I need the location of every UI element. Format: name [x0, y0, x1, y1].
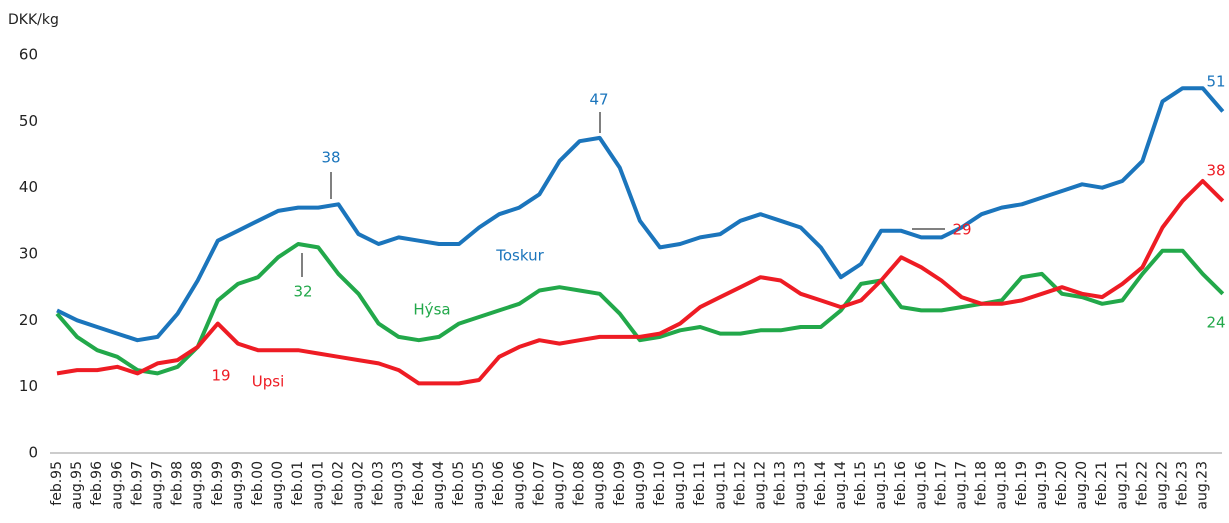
x-tick-label: feb.95: [49, 461, 65, 506]
series-label: Hýsa: [413, 301, 450, 319]
x-tick-label: aug.04: [431, 461, 447, 510]
annotation: 47: [589, 91, 608, 109]
x-tick-label: aug.05: [471, 461, 487, 510]
x-tick-label: feb.21: [1094, 461, 1110, 506]
y-tick-label: 30: [19, 245, 38, 263]
series-line: [55, 242, 1225, 376]
x-tick-label: aug.97: [150, 461, 166, 510]
x-tick-label: aug.22: [1155, 461, 1171, 510]
x-tick-label: feb.06: [491, 461, 507, 506]
x-tick-label: aug.16: [913, 461, 929, 510]
x-tick-label: feb.05: [451, 461, 467, 506]
series-label: Toskur: [495, 247, 544, 265]
y-tick-label: 60: [19, 46, 38, 64]
x-tick-label: feb.07: [531, 461, 547, 506]
x-tick-label: feb.03: [371, 461, 387, 506]
x-tick-label: aug.06: [511, 461, 527, 510]
x-tick-label: aug.17: [954, 461, 970, 510]
x-tick-label: aug.95: [69, 461, 85, 510]
x-tick-label: feb.19: [1014, 461, 1030, 506]
annotation: 29: [952, 221, 971, 239]
y-tick-label: 40: [19, 178, 38, 196]
x-tick-label: aug.99: [230, 461, 246, 510]
annotation: 19: [211, 367, 230, 385]
x-tick-label: feb.12: [732, 461, 748, 506]
x-tick-label: feb.15: [853, 461, 869, 506]
x-tick-label: aug.07: [552, 461, 568, 510]
x-tick-label: aug.01: [310, 461, 326, 510]
x-tick-label: aug.96: [109, 461, 125, 510]
x-tick-label: feb.97: [129, 461, 145, 506]
x-tick-label: aug.00: [270, 461, 286, 510]
x-tick-label: aug.15: [873, 461, 889, 510]
x-tick-label: feb.14: [813, 461, 829, 506]
x-tick-label: feb.16: [893, 461, 909, 506]
x-tick-label: feb.99: [210, 461, 226, 506]
x-tick-label: feb.10: [652, 461, 668, 506]
x-tick-label: aug.02: [351, 461, 367, 510]
x-tick-label: aug.13: [793, 461, 809, 510]
x-tick-label: aug.14: [833, 461, 849, 510]
x-tick-label: aug.20: [1074, 461, 1090, 510]
x-tick-label: feb.01: [290, 461, 306, 506]
series-line: [56, 86, 1225, 343]
x-tick-label: feb.22: [1134, 461, 1150, 506]
x-tick-label: feb.98: [170, 461, 186, 506]
annotation: 51: [1206, 73, 1225, 91]
x-tick-label: aug.23: [1195, 461, 1211, 510]
x-tick-label: aug.18: [994, 461, 1010, 510]
x-tick-label: feb.23: [1175, 461, 1191, 506]
annotation: 24: [1206, 314, 1225, 332]
y-tick-label: 0: [28, 444, 38, 462]
x-tick-label: aug.03: [391, 461, 407, 510]
x-tick-label: aug.08: [592, 461, 608, 510]
series-label: Upsi: [252, 373, 284, 391]
y-tick-label: 10: [19, 377, 38, 395]
x-tick-label: aug.09: [632, 461, 648, 510]
x-tick-label: feb.18: [974, 461, 990, 506]
x-tick-label: aug.12: [753, 461, 769, 510]
x-tick-label: feb.00: [250, 461, 266, 506]
y-tick-label: 20: [19, 311, 38, 329]
x-tick-label: feb.08: [572, 461, 588, 506]
annotation: 38: [321, 149, 340, 167]
series-line: [56, 179, 1225, 386]
x-tick-label: feb.96: [89, 461, 105, 506]
x-tick-label: feb.17: [933, 461, 949, 506]
x-tick-label: feb.04: [411, 461, 427, 506]
x-tick-label: feb.13: [773, 461, 789, 506]
x-tick-label: aug.11: [712, 461, 728, 510]
x-tick-label: feb.02: [330, 461, 346, 506]
x-tick-label: aug.19: [1034, 461, 1050, 510]
y-axis-label: DKK/kg: [8, 12, 59, 28]
annotation: 38: [1206, 162, 1225, 180]
x-tick-label: aug.10: [672, 461, 688, 510]
x-tick-label: feb.20: [1054, 461, 1070, 506]
y-tick-label: 50: [19, 112, 38, 130]
x-tick-label: feb.09: [612, 461, 628, 506]
annotation: 32: [293, 283, 312, 301]
x-tick-label: aug.21: [1114, 461, 1130, 510]
x-tick-label: feb.11: [692, 461, 708, 506]
x-tick-label: aug.98: [190, 461, 206, 510]
